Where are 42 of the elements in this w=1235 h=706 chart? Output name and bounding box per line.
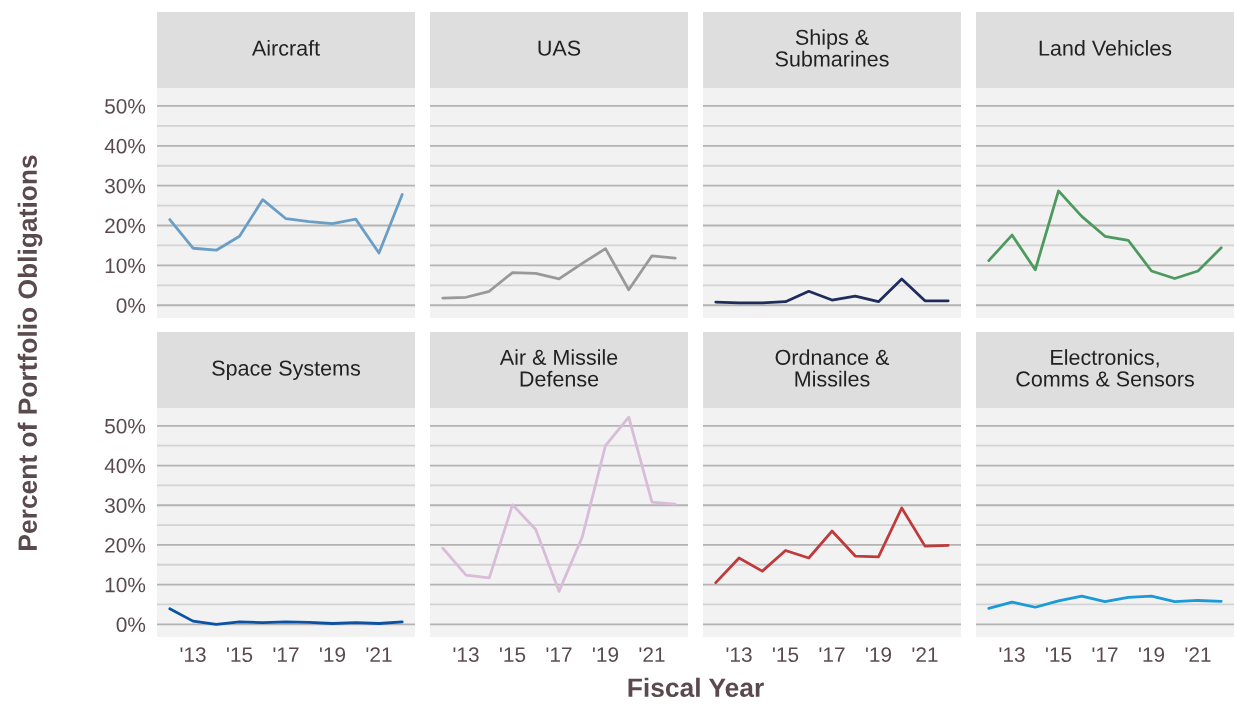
y-tick-label: 10% — [105, 577, 146, 593]
chart-title: Land Vehicles — [1039, 39, 1172, 56]
y-tick-label: 40% — [104, 458, 146, 474]
y-tick-label: 20% — [105, 537, 146, 553]
x-tick-label: '17 — [1092, 647, 1118, 662]
y-axis-title: Percent of Portfolio Obligations — [17, 155, 43, 550]
chart-title: Space Systems — [212, 360, 361, 381]
x-tick-label: '21 — [366, 647, 392, 662]
chart-title: Ordnance & Missiles — [775, 349, 890, 387]
x-tick-label: '13 — [999, 647, 1025, 663]
y-tick-label: 40% — [104, 138, 146, 154]
x-tick-label: '21 — [639, 647, 665, 662]
x-tick-label: '15 — [227, 647, 253, 663]
chart-title: UAS — [538, 40, 581, 56]
x-tick-label: '19 — [1138, 647, 1165, 663]
x-tick-label: '21 — [1185, 647, 1211, 662]
x-tick-label: '17 — [273, 647, 299, 662]
x-tick-label: '13 — [453, 647, 479, 663]
x-tick-label: '21 — [912, 647, 938, 662]
y-tick-label: 10% — [105, 258, 146, 274]
y-tick-label: 0% — [116, 617, 146, 633]
chart-title: Ships & Submarines — [775, 29, 889, 67]
y-tick-label: 20% — [105, 218, 146, 234]
chart-title: Electronics, Comms & Sensors — [1016, 349, 1194, 387]
y-tick-label: 30% — [104, 178, 146, 194]
x-tick-label: '13 — [726, 647, 752, 663]
x-tick-label: '19 — [865, 647, 892, 663]
chart-title: Air & Missile Defense — [499, 349, 618, 387]
x-tick-label: '19 — [319, 647, 346, 663]
x-tick-label: '13 — [180, 647, 206, 663]
x-tick-label: '17 — [546, 647, 572, 662]
x-axis-title: Fiscal Year — [628, 677, 764, 698]
x-tick-label: '15 — [773, 647, 799, 663]
y-tick-label: 50% — [105, 418, 146, 434]
x-tick-label: '17 — [819, 647, 845, 662]
y-tick-label: 30% — [104, 498, 146, 513]
y-tick-label: 0% — [116, 298, 146, 313]
y-tick-label: 50% — [105, 98, 146, 114]
x-tick-label: '15 — [1046, 647, 1072, 663]
chart-title: Aircraft — [251, 39, 320, 56]
x-tick-label: '19 — [592, 647, 619, 663]
x-tick-label: '15 — [500, 647, 526, 663]
